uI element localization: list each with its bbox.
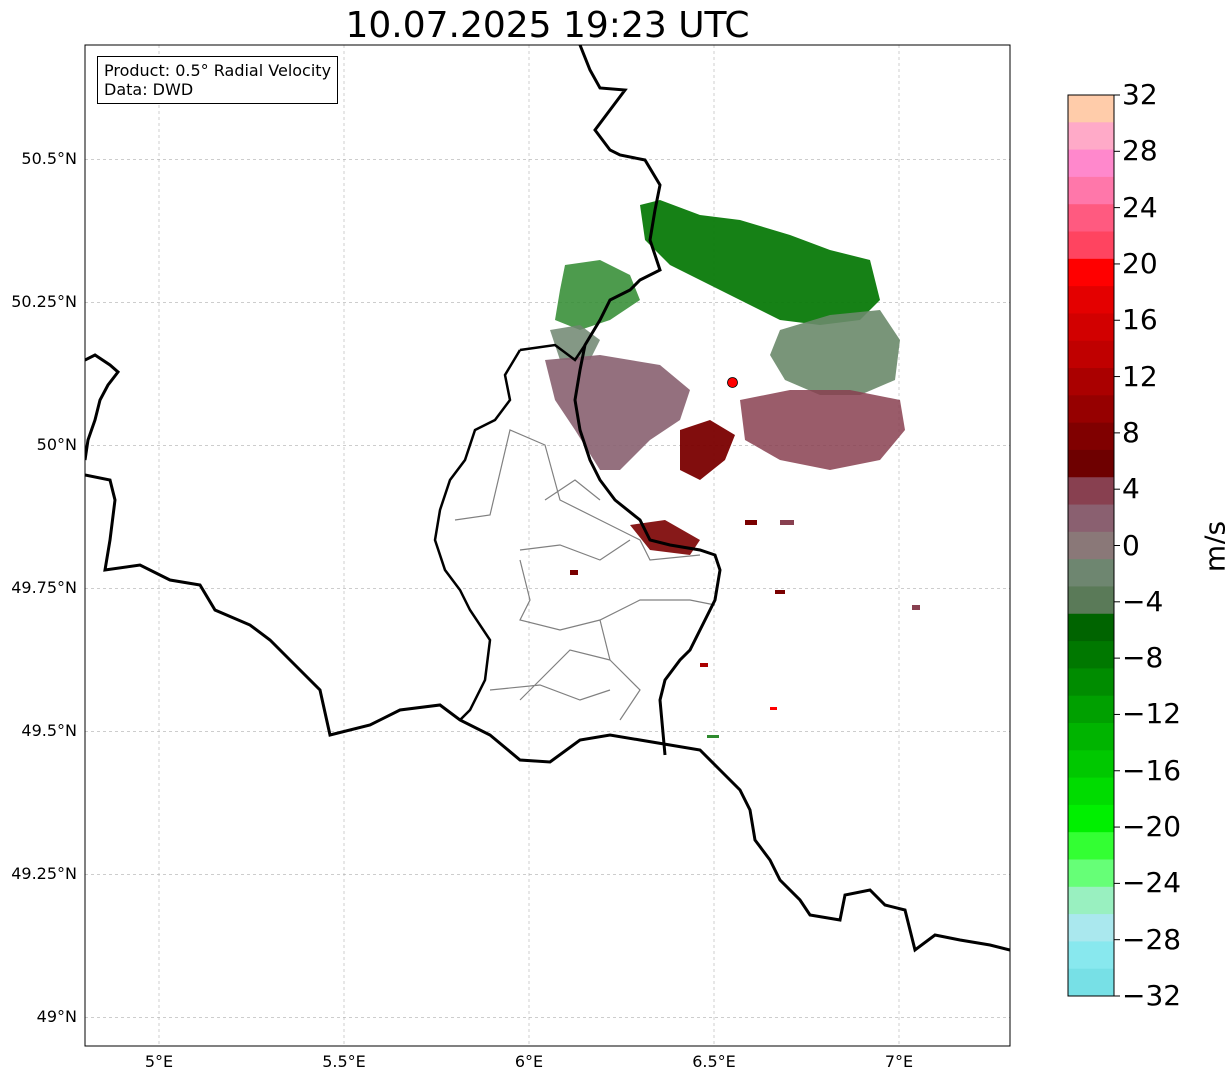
- colorbar-segment: [1068, 641, 1114, 669]
- colorbar-tick-label: 16: [1122, 303, 1158, 337]
- colorbar-segment: [1068, 613, 1114, 642]
- colorbar-tick-label: −32: [1122, 979, 1182, 1012]
- legend-product: Product: 0.5° Radial Velocity: [104, 61, 332, 80]
- colorbar-tick-label: 8: [1122, 415, 1140, 449]
- colorbar-segment: [1068, 477, 1114, 506]
- colorbar-tick-label: 32: [1122, 78, 1158, 111]
- colorbar-tick-label: 0: [1122, 528, 1140, 562]
- product-legend: Product: 0.5° Radial Velocity Data: DWD: [97, 56, 339, 104]
- colorbar-segment: [1068, 941, 1114, 970]
- echo-fleck: [912, 605, 920, 610]
- colorbar-tick-label: 28: [1122, 134, 1158, 168]
- x-tick-label: 6°E: [514, 1052, 544, 1071]
- map-frame: [84, 44, 1011, 1047]
- colorbar-segment: [1068, 777, 1114, 806]
- country-outline: [433, 343, 587, 721]
- colorbar-tick-label: −20: [1122, 810, 1182, 844]
- colorbar-segment: [1068, 95, 1114, 123]
- colorbar-segment: [1068, 122, 1114, 151]
- colorbar-tick-label: 12: [1122, 359, 1158, 393]
- echo-mauve-east: [740, 390, 905, 470]
- colorbar-tick-label: −12: [1122, 697, 1182, 731]
- colorbar-segment: [1068, 722, 1114, 751]
- colorbar-tick-label: −16: [1122, 753, 1182, 787]
- colorbar-segment: [1068, 559, 1114, 587]
- colorbar-segment: [1068, 204, 1114, 233]
- colorbar-segment: [1068, 395, 1114, 424]
- colorbar-tick-label: 20: [1122, 246, 1158, 280]
- colorbar-segment: [1068, 422, 1114, 451]
- radar-echoes: [545, 200, 920, 738]
- radar-site-marker: [727, 377, 738, 388]
- map-title: 10.07.2025 19:23 UTC: [345, 5, 750, 46]
- colorbar-segment: [1068, 968, 1114, 997]
- colorbar-segment: [1068, 368, 1114, 396]
- district-boundaries: [454, 429, 716, 721]
- national-border: [85, 45, 1010, 953]
- echo-fleck: [780, 520, 794, 525]
- colorbar-segment: [1068, 176, 1114, 205]
- echo-fleck: [707, 735, 719, 738]
- graticule: [85, 45, 1010, 1046]
- colorbar-segment: [1068, 231, 1114, 260]
- echo-green-north: [640, 200, 880, 325]
- colorbar-tick-label: −8: [1122, 641, 1164, 675]
- y-tick-label: 49.75°N: [11, 578, 77, 598]
- colorbar-segment: [1068, 258, 1114, 287]
- colorbar-segment: [1068, 832, 1114, 860]
- echo-darkred: [680, 420, 735, 480]
- colorbar-segment: [1068, 149, 1114, 178]
- colorbar-segment: [1068, 531, 1114, 560]
- colorbar-segment: [1068, 886, 1114, 915]
- colorbar-frame: [1067, 94, 1115, 997]
- colorbar-unit: m/s: [1198, 520, 1225, 573]
- legend-source: Data: DWD: [104, 80, 194, 99]
- y-tick-label: 49.5°N: [21, 721, 77, 741]
- y-tick-label: 50.5°N: [21, 149, 77, 169]
- colorbar-tick-label: 24: [1122, 190, 1158, 224]
- y-tick-label: 49°N: [36, 1007, 77, 1027]
- echo-fleck: [775, 590, 785, 594]
- colorbar-segment: [1068, 286, 1114, 314]
- echo-green-northwest: [555, 260, 640, 330]
- y-tick-label: 50.25°N: [11, 292, 77, 312]
- colorbar-tick-label: −4: [1122, 584, 1164, 618]
- y-tick-label: 50°N: [36, 435, 77, 455]
- colorbar-segment: [1068, 668, 1114, 697]
- colorbar-tick-label: 4: [1122, 472, 1140, 506]
- echo-grey-green-east: [770, 310, 900, 395]
- colorbar-segment: [1068, 313, 1114, 342]
- colorbar-segment: [1068, 449, 1114, 478]
- colorbar-segment: [1068, 504, 1114, 533]
- colorbar-segment: [1068, 914, 1114, 942]
- echo-mauve-west: [545, 355, 690, 470]
- echo-fleck: [700, 663, 708, 667]
- colorbar: [1068, 94, 1120, 997]
- echo-fleck: [745, 520, 757, 525]
- colorbar-tick-label: −28: [1122, 922, 1182, 956]
- colorbar-segment: [1068, 859, 1114, 888]
- echo-fleck: [770, 707, 777, 710]
- x-tick-label: 5°E: [144, 1052, 174, 1071]
- colorbar-segment: [1068, 586, 1114, 615]
- colorbar-segment: [1068, 804, 1114, 833]
- colorbar-segment: [1068, 695, 1114, 724]
- x-tick-label: 5.5°E: [322, 1052, 366, 1071]
- echo-fleck: [570, 570, 578, 575]
- x-tick-label: 6.5°E: [692, 1052, 736, 1071]
- x-tick-label: 7°E: [884, 1052, 914, 1071]
- colorbar-segment: [1068, 340, 1114, 369]
- y-tick-label: 49.25°N: [11, 864, 77, 884]
- colorbar-segment: [1068, 750, 1114, 779]
- colorbar-tick-label: −24: [1122, 866, 1182, 900]
